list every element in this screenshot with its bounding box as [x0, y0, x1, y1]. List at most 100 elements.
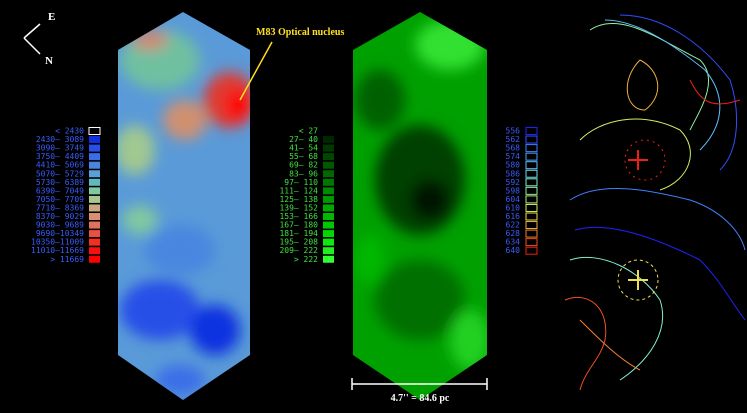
- legend-label: 153– 166: [279, 212, 318, 221]
- legend-label: 2430– 3089: [36, 135, 84, 144]
- legend-label: 622: [506, 221, 521, 230]
- legend-label: 556: [506, 127, 521, 136]
- legend-swatch: [89, 230, 100, 238]
- legend-label: 209– 222: [279, 246, 318, 255]
- legend-label: 83– 96: [289, 169, 318, 178]
- legend-swatch: [89, 247, 100, 255]
- legend-swatch: [525, 221, 538, 230]
- legend-swatch: [525, 161, 538, 170]
- legend-swatch: [89, 187, 100, 195]
- legend-label: 4410– 5069: [36, 161, 84, 170]
- legend-swatch: [323, 161, 334, 169]
- legend-label: 139– 152: [279, 203, 318, 212]
- legend-swatch: [88, 127, 101, 135]
- legend-swatch: [323, 247, 334, 255]
- legend-swatch: [525, 169, 538, 178]
- legend-swatch: [89, 213, 100, 220]
- legend-swatch: [525, 229, 538, 238]
- legend-label: < 27: [299, 127, 318, 136]
- legend-label: 634: [506, 238, 521, 247]
- legend-swatch: [89, 204, 100, 212]
- legend-swatch: [525, 127, 538, 135]
- legend-swatch: [89, 161, 100, 169]
- legend-swatch: [89, 195, 100, 203]
- legend-label: 195– 208: [279, 238, 318, 247]
- legend-swatch: [525, 195, 538, 204]
- legend-label: 27– 40: [289, 135, 318, 144]
- legend-label: 167– 180: [279, 221, 318, 230]
- legend-swatch: [323, 187, 334, 195]
- compass-north: N: [45, 55, 53, 67]
- legend-swatch: [525, 186, 538, 195]
- intensity-map: [353, 12, 487, 400]
- legend-swatch: [89, 178, 100, 186]
- legend-label: 9690–10349: [36, 229, 84, 238]
- legend-label: > 222: [294, 255, 318, 264]
- legend-swatch: [323, 238, 334, 246]
- compass: [23, 23, 41, 55]
- legend-swatch: [525, 152, 538, 161]
- annotation: M83 Optical nucleus: [256, 27, 344, 38]
- legend-label: 7050– 7709: [36, 195, 84, 204]
- legend-swatch: [525, 178, 538, 187]
- legend-swatch: [323, 195, 334, 203]
- legend-label: 568: [506, 144, 521, 153]
- legend-swatch: [323, 255, 334, 263]
- legend-swatch: [323, 153, 334, 161]
- annotation-pointer: [239, 41, 273, 101]
- legend-label: 11010–11669: [31, 246, 84, 255]
- legend-swatch: [89, 144, 100, 152]
- scale-bar: [351, 378, 488, 390]
- legend-label: 111– 124: [279, 186, 318, 195]
- legend-swatch: [525, 238, 538, 247]
- legend-label: 41– 54: [289, 144, 318, 153]
- legend-label: 69– 82: [289, 161, 318, 170]
- velocity-map: [118, 12, 250, 400]
- legend-label: 604: [506, 195, 521, 204]
- legend-label: 10350–11009: [31, 238, 84, 247]
- legend-swatch: [323, 170, 334, 178]
- legend-swatch: [323, 213, 334, 220]
- legend-label: 55– 68: [289, 152, 318, 161]
- legend-swatch: [525, 144, 538, 153]
- legend-label: 9030– 9689: [36, 221, 84, 230]
- legend-swatch: [323, 178, 334, 186]
- legend-swatch: [89, 153, 100, 161]
- legend-label: 97– 110: [284, 178, 318, 187]
- legend-swatch: [525, 203, 538, 212]
- legend-label: < 2430: [55, 127, 84, 136]
- legend-label: 616: [506, 212, 521, 221]
- contour-map: [564, 14, 746, 391]
- legend-swatch: [323, 204, 334, 212]
- legend-swatch: [525, 246, 538, 255]
- legend-label: 586: [506, 169, 521, 178]
- compass-east: E: [48, 11, 55, 23]
- legend-label: 5730– 6389: [36, 178, 84, 187]
- legend-label: 640: [506, 246, 521, 255]
- legend-swatch: [89, 255, 100, 263]
- legend-label: 598: [506, 186, 521, 195]
- legend-swatch: [89, 221, 100, 229]
- legend-label: 574: [506, 152, 521, 161]
- legend-swatch: [323, 136, 334, 144]
- legend-label: 8370– 9029: [36, 212, 84, 221]
- legend-swatch: [525, 212, 538, 221]
- legend-swatch: [323, 221, 334, 229]
- legend-swatch: [525, 135, 538, 144]
- legend-swatch: [323, 144, 334, 152]
- legend-label: 3090– 3749: [36, 144, 84, 153]
- legend-label: 7710– 8369: [36, 203, 84, 212]
- legend-label: 562: [506, 135, 521, 144]
- legend-swatch: [89, 136, 100, 144]
- legend-label: 610: [506, 203, 521, 212]
- scale-label: 4.7'' = 84.6 pc: [391, 393, 450, 404]
- legend-label: > 11669: [50, 255, 84, 264]
- legend-swatch: [323, 230, 334, 238]
- legend-swatch: [89, 238, 100, 246]
- legend-label: 5070– 5729: [36, 169, 84, 178]
- legend-label: 3750– 4409: [36, 152, 84, 161]
- legend-label: 628: [506, 229, 521, 238]
- legend-swatch: [89, 170, 100, 178]
